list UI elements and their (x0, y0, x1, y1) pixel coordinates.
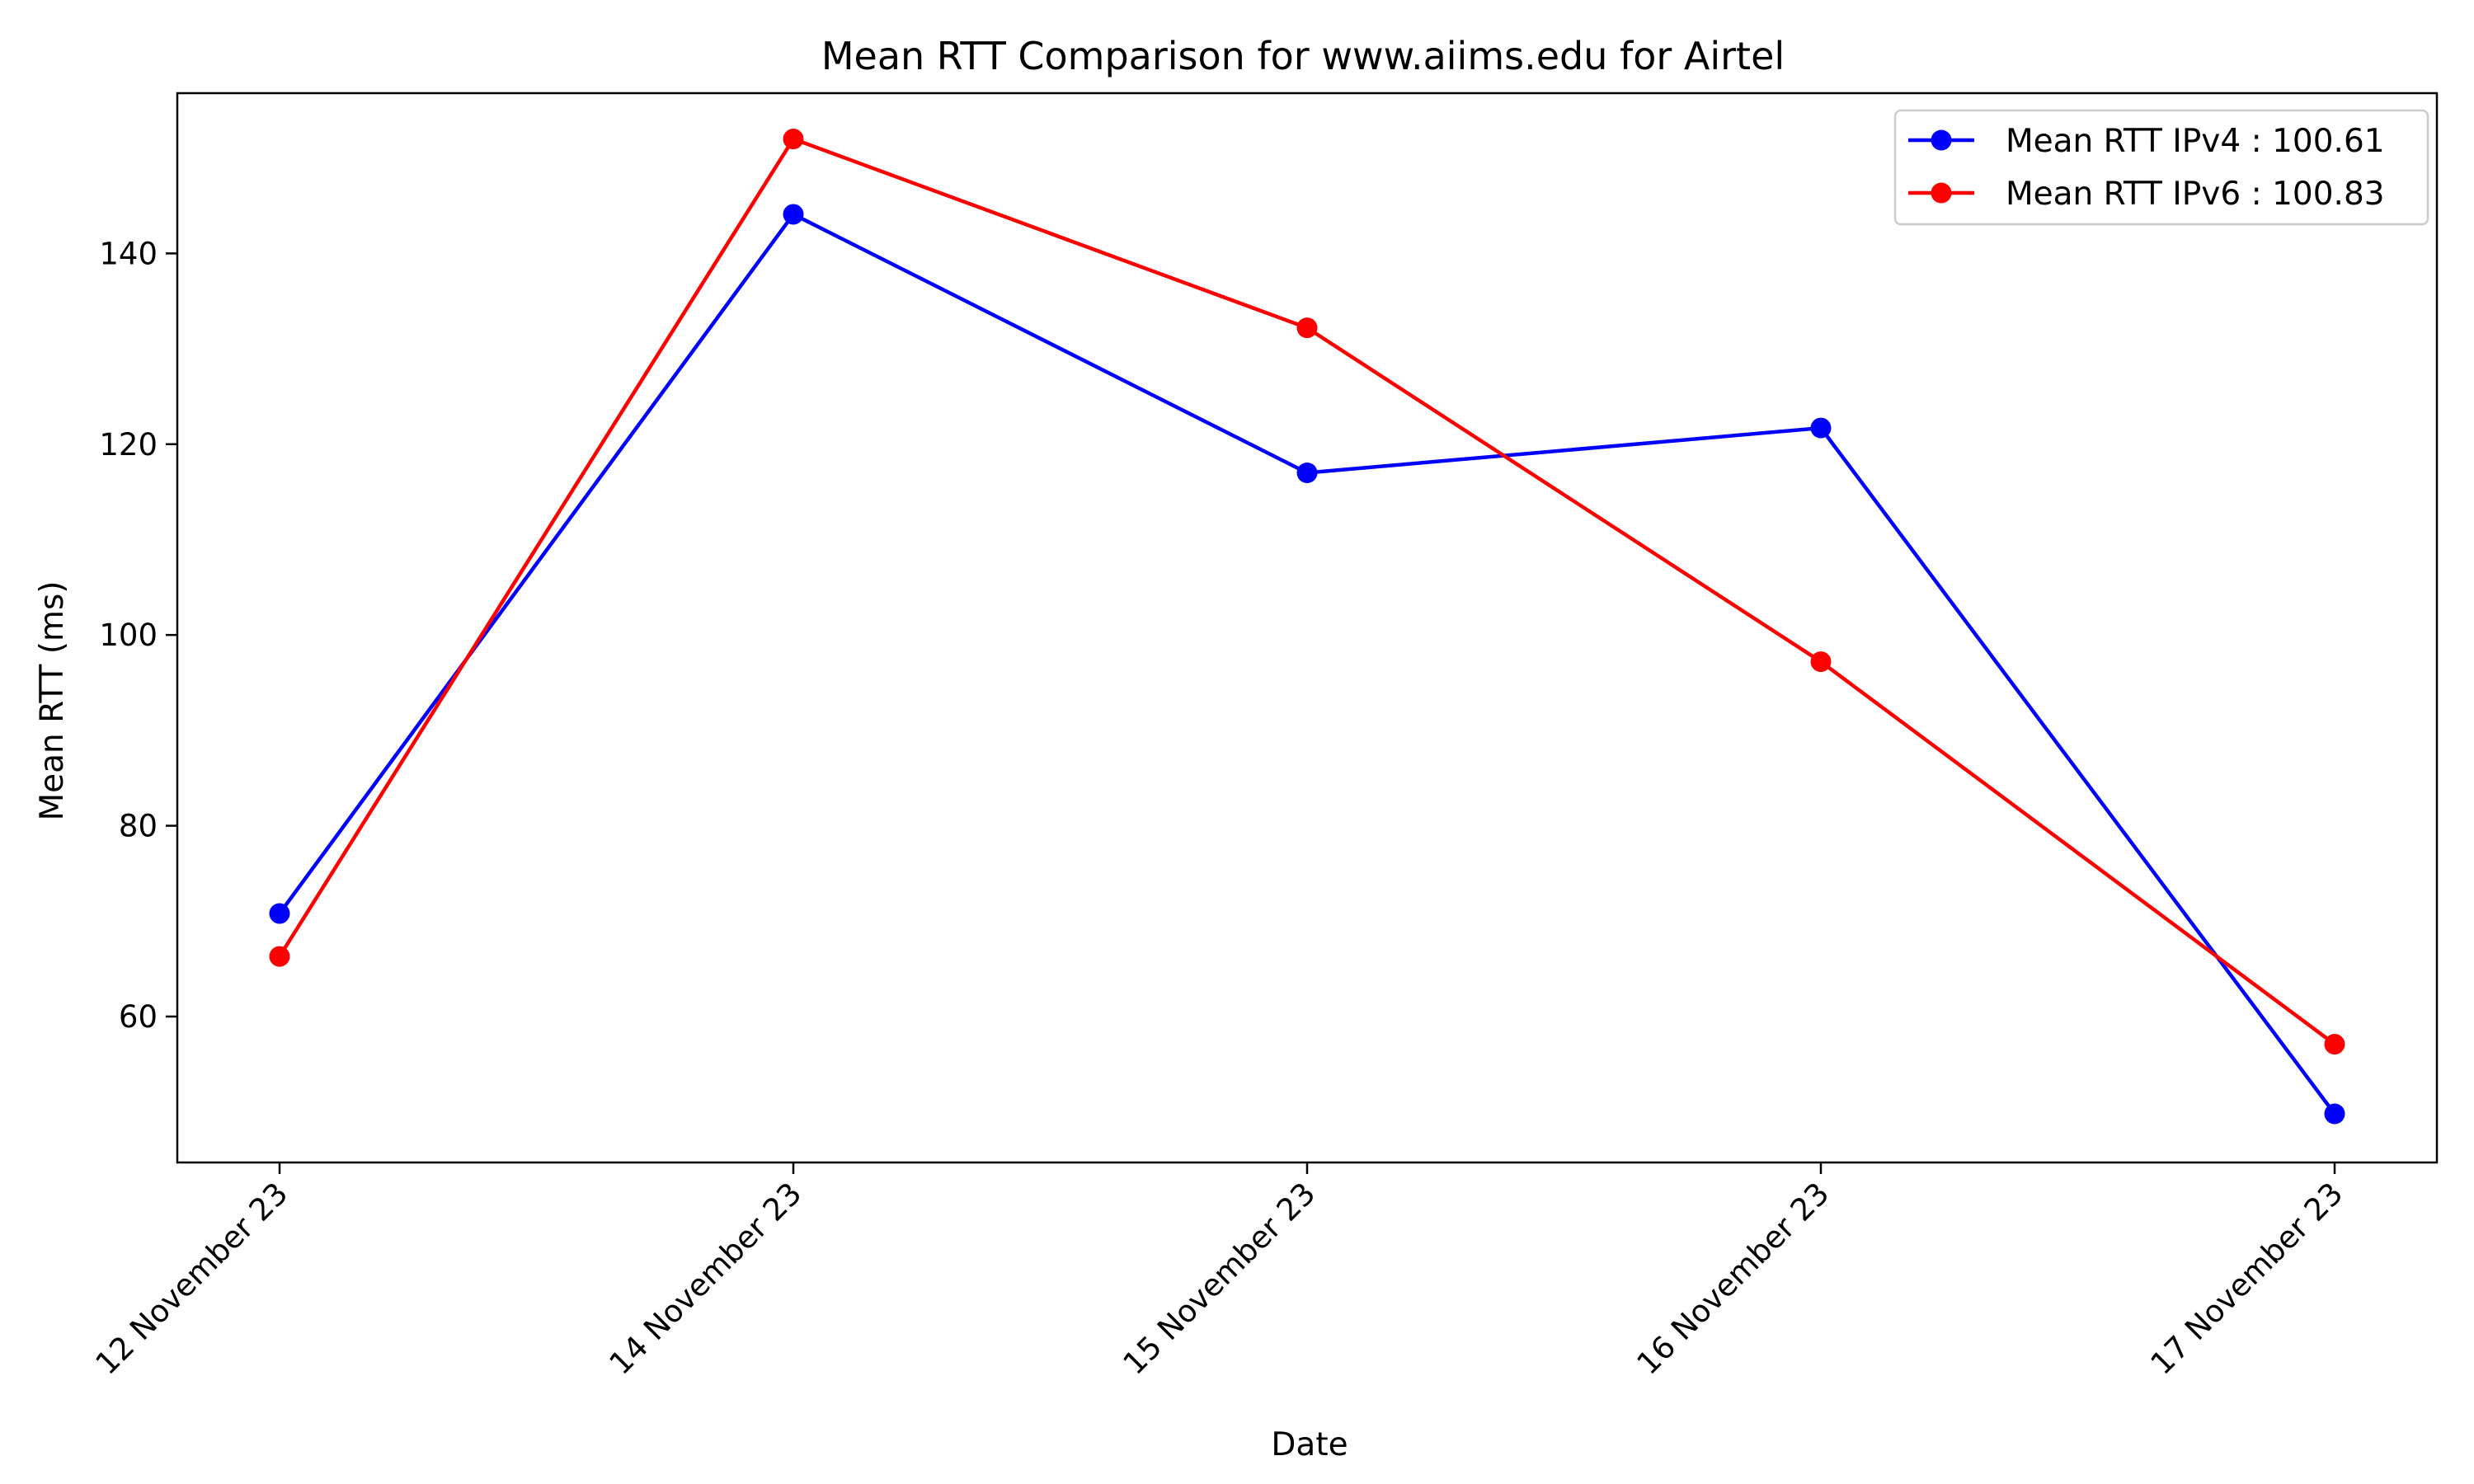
series-1-point (2324, 1103, 2345, 1125)
legend-marker-1 (1931, 129, 1952, 151)
y-tick-label: 140 (99, 236, 158, 271)
y-tick-label: 120 (99, 427, 158, 463)
legend-label-2: Mean RTT IPv6 : 100.83 (2006, 176, 2385, 213)
y-tick-label: 60 (119, 999, 158, 1035)
x-axis-label: Date (1271, 1426, 1348, 1463)
series-1-point (1810, 417, 1832, 439)
plot-frame (176, 92, 2439, 1164)
legend-frame (1893, 109, 2429, 226)
series-1-point (783, 204, 804, 225)
series-2-point (269, 946, 290, 967)
series-2-point (2324, 1034, 2345, 1055)
chart-title: Mean RTT Comparison for www.aiims.edu fo… (821, 34, 1785, 78)
y-tick-label: 100 (99, 618, 158, 653)
series-2-point (783, 129, 804, 150)
legend-label-1: Mean RTT IPv4 : 100.61 (2006, 123, 2385, 160)
y-tick-label: 80 (119, 809, 158, 844)
series-2-point (1296, 317, 1318, 339)
series-1-point (1296, 462, 1318, 483)
series-1-point (269, 903, 290, 924)
y-axis-label: Mean RTT (ms) (34, 580, 71, 820)
legend-marker-2 (1931, 182, 1952, 204)
series-2-point (1810, 651, 1832, 673)
legend: Mean RTT IPv4 : 100.61 Mean RTT IPv6 : 10… (1893, 109, 2429, 226)
